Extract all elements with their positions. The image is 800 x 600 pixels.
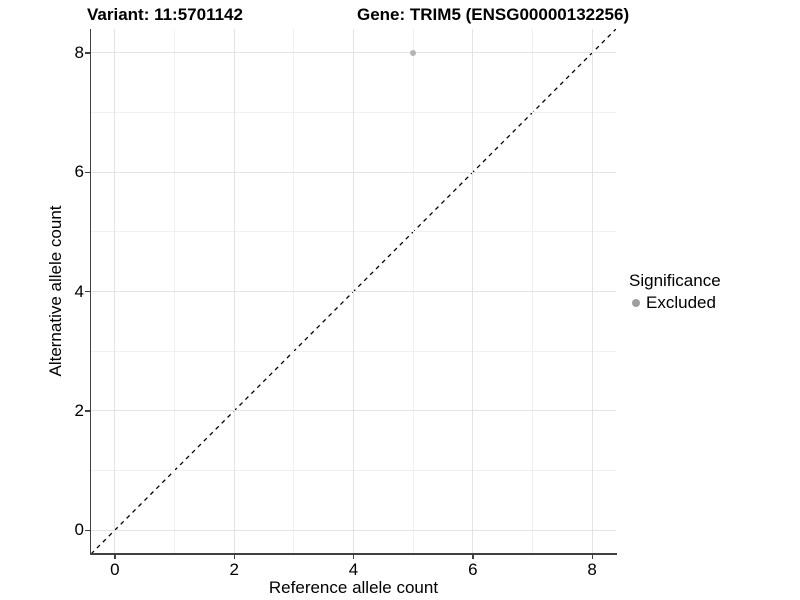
legend-point-icon xyxy=(632,298,640,307)
y-major-gridline xyxy=(91,291,616,292)
y-tick-mark xyxy=(85,291,90,293)
x-tick-label: 6 xyxy=(468,560,478,579)
y-tick-label: 8 xyxy=(74,42,84,62)
y-tick-mark xyxy=(85,52,90,54)
y-major-gridline xyxy=(91,410,616,412)
x-tick-mark xyxy=(114,554,116,559)
x-tick-mark xyxy=(233,554,235,559)
x-tick-mark xyxy=(591,554,593,559)
x-axis-line xyxy=(89,553,617,555)
x-tick-mark xyxy=(353,554,355,559)
data-point xyxy=(410,49,417,56)
legend-item-label: Excluded xyxy=(646,293,716,312)
y-tick-mark xyxy=(85,410,90,412)
x-tick-mark xyxy=(472,554,474,559)
y-tick-label: 0 xyxy=(74,520,84,540)
x-tick-label: 4 xyxy=(348,560,359,579)
y-major-gridline xyxy=(91,529,616,531)
y-major-gridline xyxy=(91,52,616,54)
y-axis-line xyxy=(89,29,92,555)
y-major-gridline xyxy=(91,171,616,173)
x-tick-label: 2 xyxy=(229,560,239,579)
x-axis-title: Reference allele count xyxy=(268,578,439,597)
y-tick-label: 6 xyxy=(74,162,84,182)
y-tick-mark xyxy=(85,529,90,531)
y-tick-label: 4 xyxy=(74,281,84,301)
legend: Significance Excluded xyxy=(629,271,721,312)
x-tick-label: 8 xyxy=(587,560,597,579)
legend-item-excluded: Excluded xyxy=(629,293,721,312)
plot-panel xyxy=(91,29,616,554)
y-tick-mark xyxy=(85,171,90,173)
y-tick-label: 2 xyxy=(74,400,84,420)
x-tick-label: 0 xyxy=(110,560,120,579)
legend-title: Significance xyxy=(629,271,721,290)
variant-title: Variant: 11:5701142 xyxy=(87,5,243,24)
gene-title: Gene: TRIM5 (ENSG00000132256) xyxy=(357,5,630,24)
